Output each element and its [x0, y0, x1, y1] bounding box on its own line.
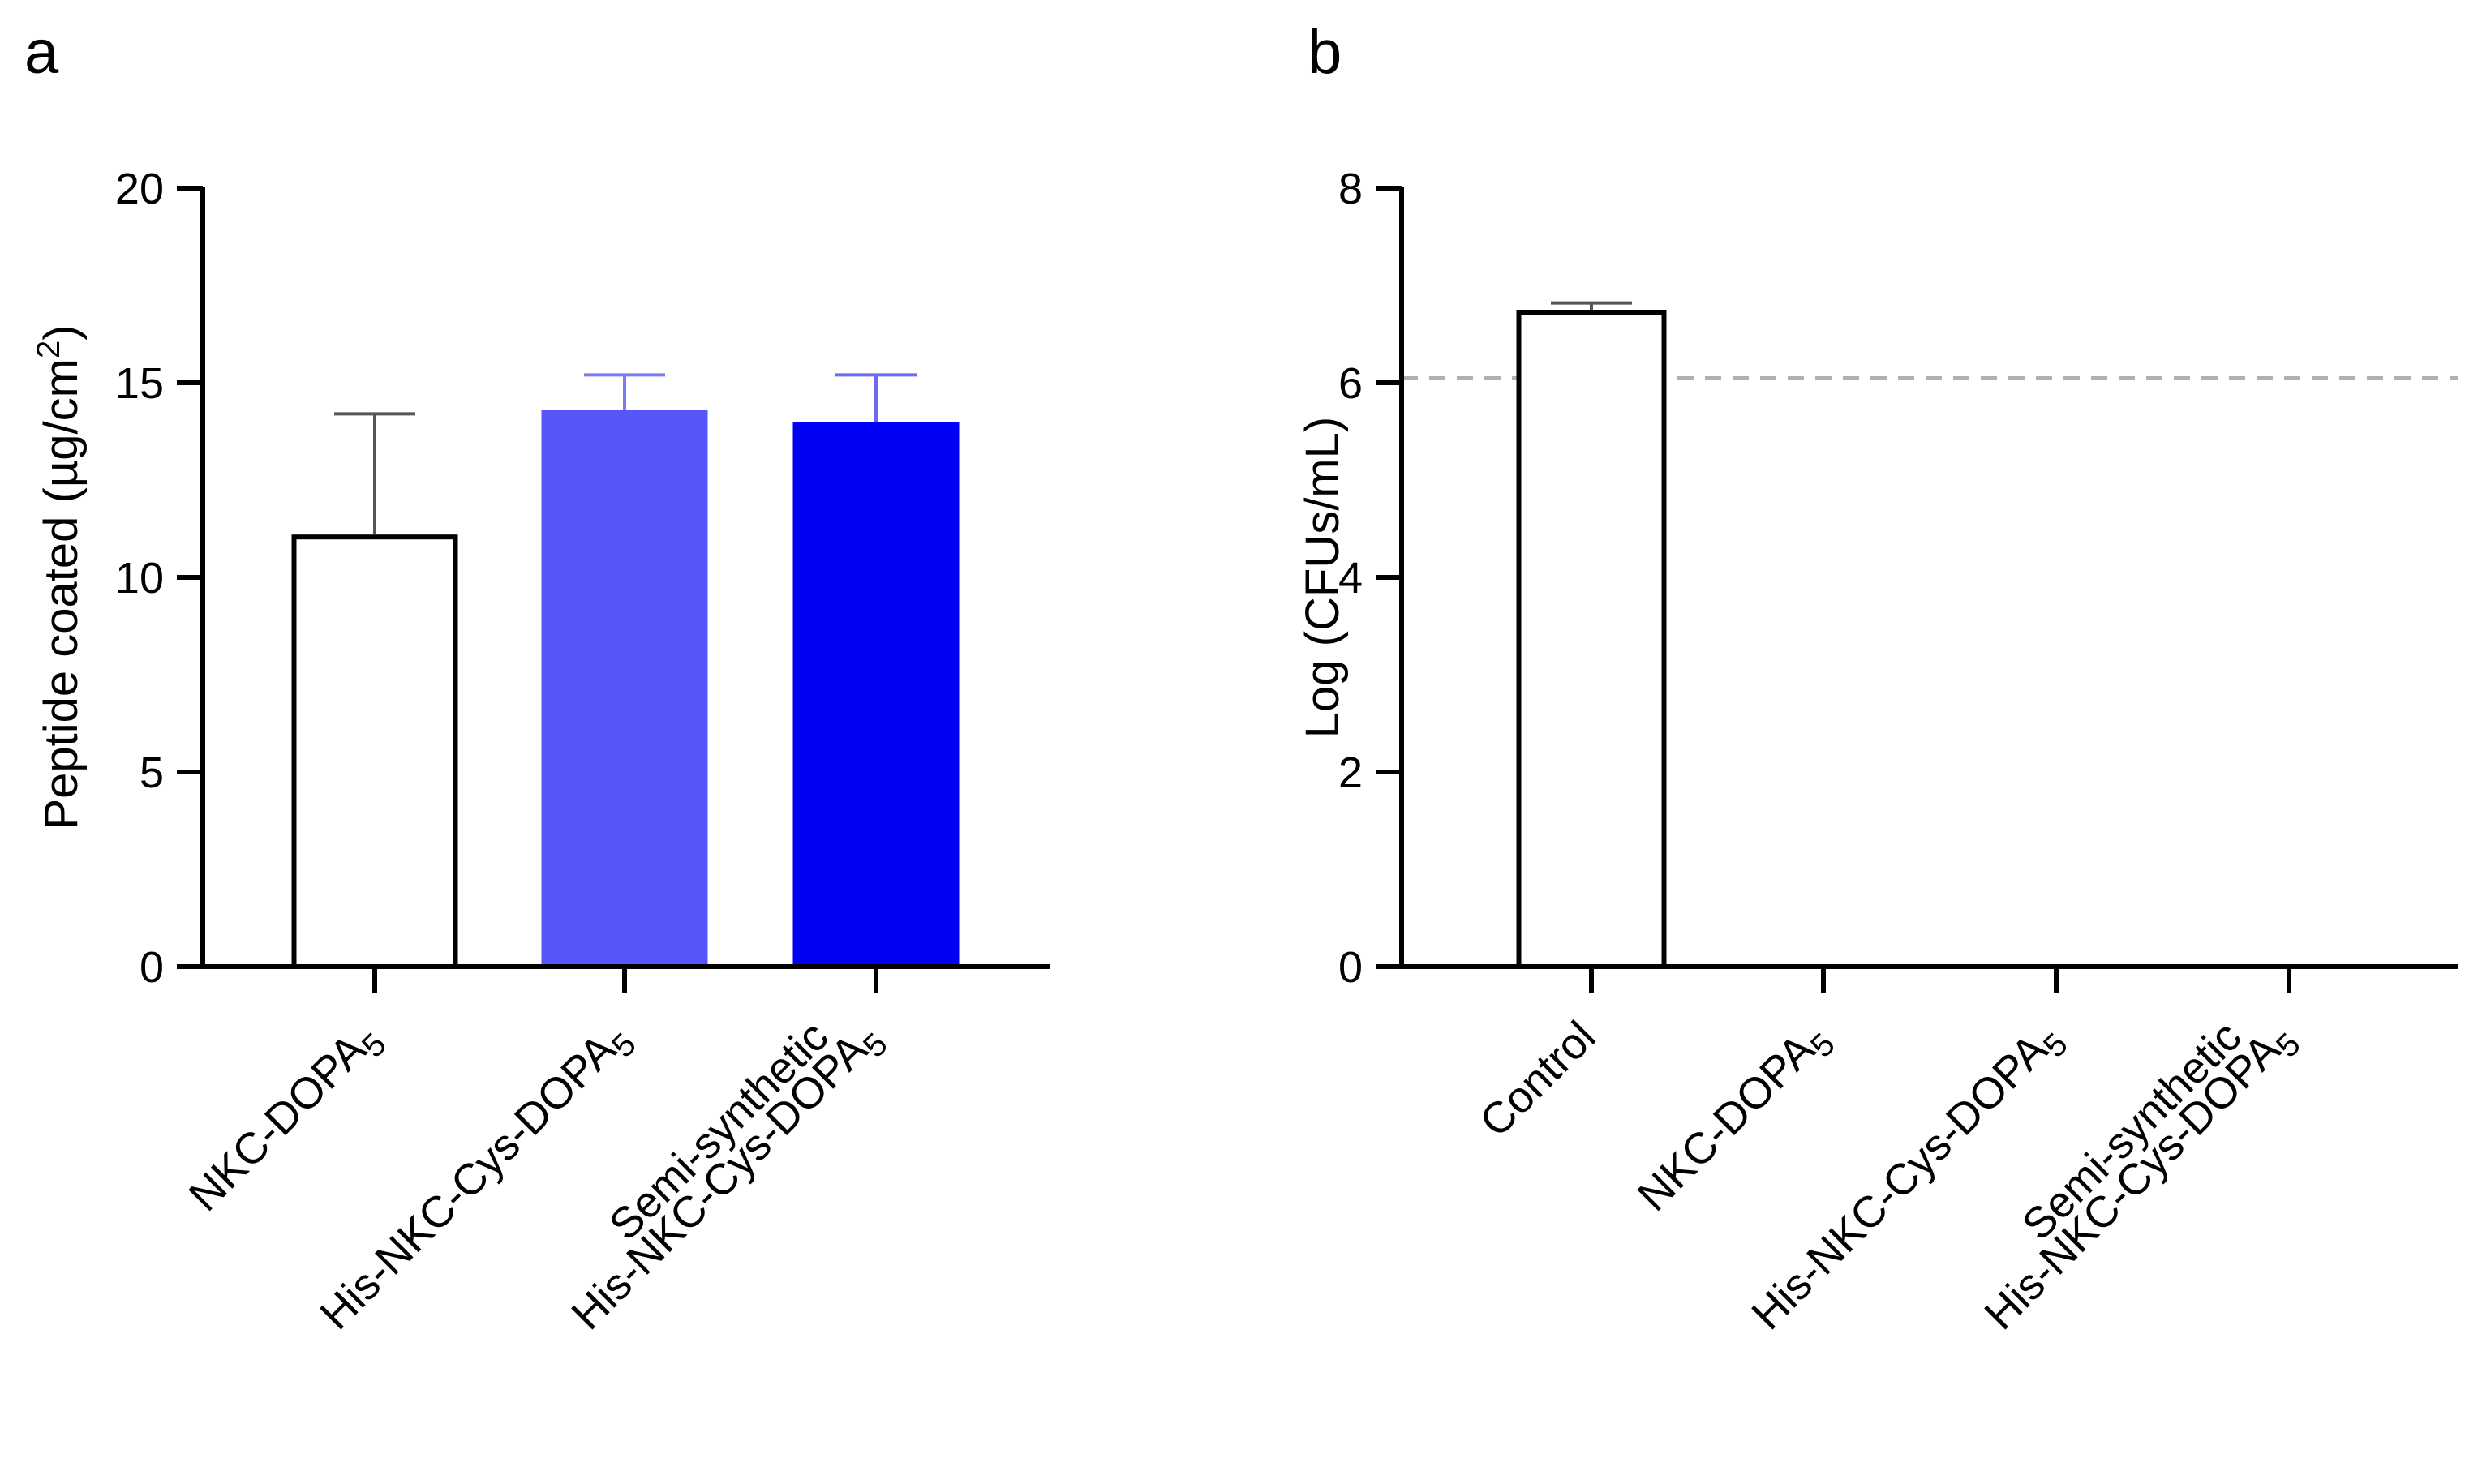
y-tick-label: 20	[115, 165, 164, 213]
y-tick-label: 5	[140, 748, 164, 797]
y-axis-title-close: )	[35, 324, 88, 340]
y-axis-title-text: Peptide coated (µg/cm	[35, 358, 88, 830]
y-axis-title: Peptide coated (µg/cm2)	[31, 324, 88, 830]
category-label: Control	[1471, 1012, 1605, 1147]
y-tick-label: 6	[1338, 359, 1363, 408]
category-label-text: NKC-DOPA	[1629, 1025, 1824, 1220]
panel-label: b	[1308, 18, 1342, 87]
y-axis-title: Log (CFUs/mL)	[1296, 417, 1349, 738]
y-tick-label: 10	[115, 554, 164, 603]
panel-label: a	[24, 18, 59, 87]
y-tick-label: 4	[1338, 554, 1363, 603]
bar	[291, 534, 458, 969]
category-label: NKC-DOPA5	[180, 1012, 393, 1225]
bar	[541, 410, 708, 967]
category-label-text: Control	[1471, 1012, 1605, 1147]
y-tick-label: 2	[1338, 748, 1363, 797]
y-tick-label: 8	[1338, 165, 1363, 213]
y-tick-label: 0	[1338, 943, 1363, 992]
y-axis-title-text: Log (CFUs/mL)	[1296, 417, 1349, 738]
category-label: NKC-DOPA5	[1629, 1012, 1842, 1225]
bar	[1516, 310, 1667, 969]
category-label-text: NKC-DOPA	[180, 1025, 376, 1220]
bar	[792, 422, 960, 967]
y-tick-label: 0	[140, 943, 164, 992]
chart-panel-a: a 0 5 10 15 20 Peptide coated (µg/cm2) NKC-DOPA…	[24, 18, 1050, 1339]
y-axis-title-superscript: 2	[31, 341, 67, 358]
y-tick-label: 15	[115, 359, 164, 408]
